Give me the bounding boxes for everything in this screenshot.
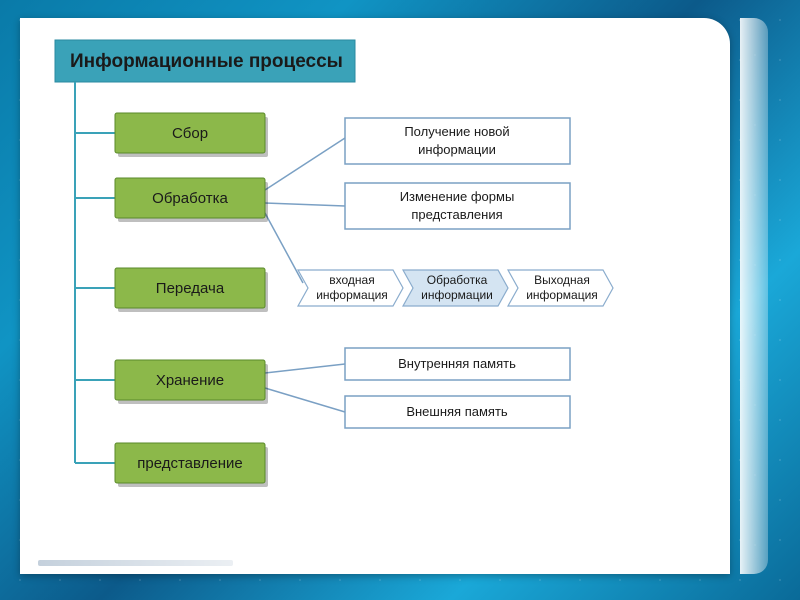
svg-text:информация: информация: [316, 288, 388, 302]
svg-text:Выходная: Выходная: [534, 273, 590, 287]
svg-text:представления: представления: [411, 207, 502, 222]
green-node-storage: Хранение: [115, 360, 268, 404]
arrow-chain: входная информация Обработка информации …: [298, 270, 613, 306]
white-node-change-form: Изменение формы представления: [345, 183, 570, 229]
green-label-collect: Сбор: [172, 125, 208, 142]
diagram-canvas: Информационные процессы: [20, 18, 730, 574]
green-node-present: представление: [115, 443, 268, 487]
svg-text:информации: информации: [418, 142, 496, 157]
tree-lines: [75, 82, 115, 463]
content-panel: Информационные процессы: [20, 18, 730, 574]
svg-text:Внутренняя память: Внутренняя память: [398, 356, 516, 371]
svg-text:входная: входная: [329, 273, 374, 287]
white-node-inner-mem: Внутренняя память: [345, 348, 570, 380]
green-label-storage: Хранение: [156, 372, 224, 389]
green-label-transfer: Передача: [156, 280, 225, 297]
title-box: Информационные процессы: [55, 40, 355, 82]
green-label-process: Обработка: [152, 190, 228, 207]
title-text: Информационные процессы: [70, 51, 343, 72]
svg-text:информации: информации: [421, 288, 493, 302]
green-node-collect: Сбор: [115, 113, 268, 157]
white-node-new-info: Получение новой информации: [345, 118, 570, 164]
svg-text:Получение новой: Получение новой: [404, 124, 509, 139]
green-label-present: представление: [137, 455, 243, 472]
svg-text:информация: информация: [526, 288, 598, 302]
svg-text:Обработка: Обработка: [427, 273, 488, 287]
green-node-transfer: Передача: [115, 268, 268, 312]
svg-text:Изменение формы: Изменение формы: [400, 189, 515, 204]
green-node-process: Обработка: [115, 178, 268, 222]
white-node-outer-mem: Внешняя память: [345, 396, 570, 428]
svg-text:Внешняя память: Внешняя память: [406, 404, 508, 419]
